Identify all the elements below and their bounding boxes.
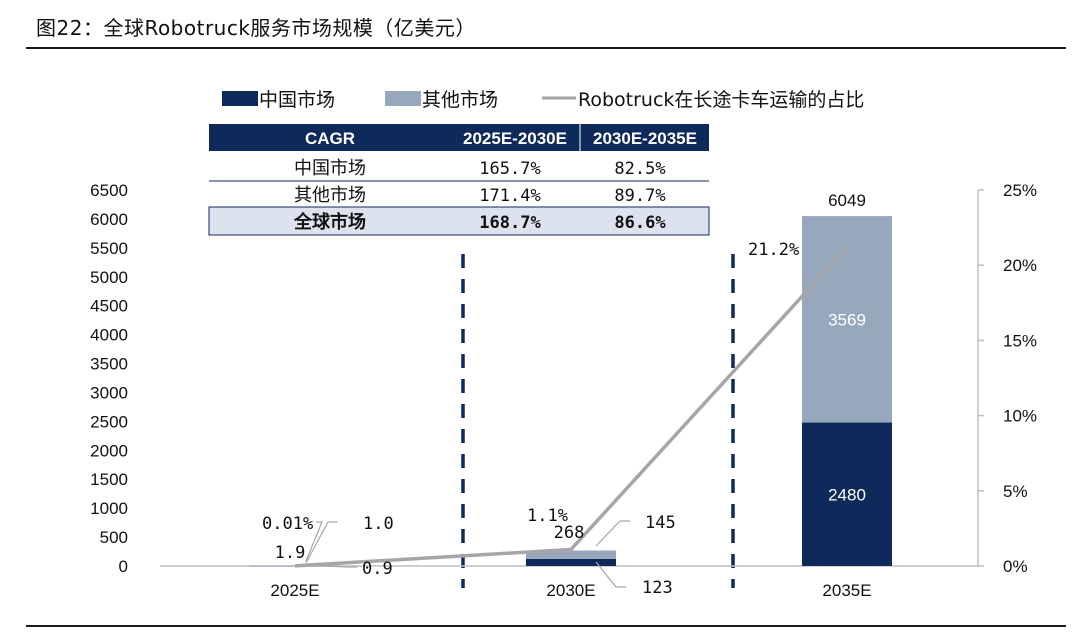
table-header-cagr: CAGR [305, 129, 355, 148]
other-value-label: 3569 [828, 310, 866, 329]
left-axis: 0 500 1000 1500 2000 2500 3000 3500 4000 4500 5000… [90, 181, 128, 576]
x-tick-label: 2030E [546, 581, 595, 600]
table-cell: 89.7% [614, 186, 665, 206]
top-rule [26, 47, 1066, 49]
callout-leader [305, 521, 323, 562]
left-tick-label: 6500 [90, 181, 128, 200]
table-row-label: 全球市场 [293, 211, 366, 233]
table-cell: 165.7% [479, 159, 540, 179]
table-cell: 82.5% [614, 159, 665, 179]
table-cell: 86.6% [614, 213, 666, 233]
table-row-label: 中国市场 [294, 158, 366, 179]
left-tick-label: 3500 [90, 355, 128, 374]
right-tick-label: 5% [1003, 482, 1028, 501]
right-tick-label: 20% [1003, 256, 1037, 275]
left-tick-label: 1500 [90, 470, 128, 489]
bar-china [526, 558, 616, 566]
bar-china [802, 422, 892, 566]
bar-other [526, 550, 616, 559]
china-value-label: 0.9 [362, 559, 393, 579]
legend-china-swatch [222, 91, 258, 106]
bar-other [250, 565, 340, 567]
table-cell: 171.4% [479, 186, 540, 206]
total-label: 268 [554, 523, 585, 543]
left-tick-label: 5500 [90, 239, 128, 258]
share-line [294, 245, 849, 568]
legend-china-label: 中国市场 [259, 89, 335, 111]
line-value-label: 0.01% [262, 514, 313, 534]
callout-leader [595, 561, 626, 588]
right-tick-label: 0% [1003, 557, 1028, 576]
cagr-table: CAGR 2025E-2030E 2030E-2035E 中国市场 165.7%… [208, 124, 710, 236]
left-tick-label: 0 [119, 557, 128, 576]
callout-leader [595, 520, 630, 547]
other-value-label: 1.0 [363, 514, 394, 534]
bottom-rule [26, 625, 1066, 627]
table-header-period1: 2025E-2030E [463, 129, 567, 148]
legend-line-label: Robotruck在长途卡车运输的占比 [578, 89, 864, 111]
table-cell: 168.7% [479, 213, 541, 233]
total-label: 6049 [828, 191, 866, 210]
chart-title: 图22：全球Robotruck服务市场规模（亿美元） [36, 16, 476, 40]
left-tick-label: 3000 [90, 383, 128, 402]
table-header-bg [209, 124, 709, 151]
total-label: 1.9 [275, 543, 306, 563]
legend-other-label: 其他市场 [422, 89, 498, 111]
table-row-label: 其他市场 [294, 185, 366, 206]
china-value-label: 2480 [828, 485, 866, 504]
share-line-group [294, 245, 849, 568]
left-tick-label: 500 [100, 528, 128, 547]
table-header-period2: 2030E-2035E [593, 129, 697, 148]
left-tick-label: 6000 [90, 210, 128, 229]
left-tick-label: 1000 [90, 499, 128, 518]
line-value-label: 21.2% [748, 240, 799, 260]
left-tick-label: 5000 [90, 268, 128, 287]
callout-leader [305, 521, 338, 564]
left-tick-label: 2000 [90, 441, 128, 460]
left-tick-label: 2500 [90, 412, 128, 431]
other-value-label: 145 [645, 513, 676, 533]
right-axis: 0% 5% 10% 15% 20% 25% [978, 181, 1037, 576]
right-tick-label: 10% [1003, 407, 1037, 426]
bar-other [802, 216, 892, 423]
legend-other-swatch [385, 91, 421, 106]
right-tick-label: 25% [1003, 181, 1037, 200]
china-value-label: 123 [642, 578, 673, 598]
legend: 中国市场 其他市场 Robotruck在长途卡车运输的占比 [222, 89, 864, 111]
left-tick-label: 4000 [90, 326, 128, 345]
callout-leader [305, 564, 357, 568]
right-tick-label: 15% [1003, 331, 1037, 350]
x-tick-label: 2025E [270, 581, 319, 600]
line-value-label: 1.1% [527, 506, 568, 526]
bars: 2025E 2030E 2035E [250, 216, 892, 600]
x-tick-label: 2035E [822, 581, 871, 600]
left-tick-label: 4500 [90, 297, 128, 316]
table-highlight-row-bg [208, 206, 710, 236]
